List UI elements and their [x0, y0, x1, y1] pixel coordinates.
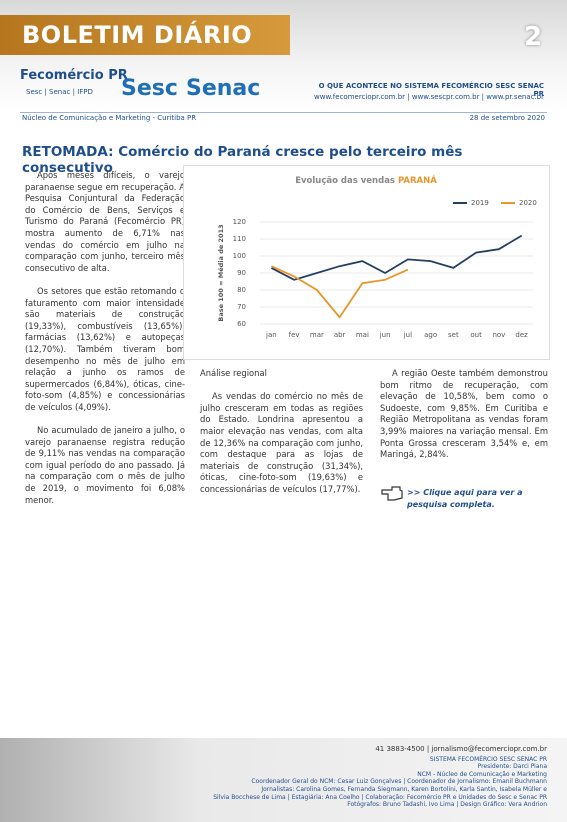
section-heading: Análise regional: [200, 368, 267, 378]
x-tick-label: dez: [515, 331, 528, 339]
paragraph: Os setores que estão retomando o faturam…: [25, 285, 185, 412]
hand-icon: [381, 486, 403, 501]
legend-label: 2020: [519, 199, 537, 207]
x-tick-label: jun: [379, 331, 391, 339]
headline: RETOMADA: Comércio do Paraná cresce pelo…: [22, 144, 463, 176]
y-axis-label: Base 100 = Média de 2013: [217, 224, 225, 321]
chart: Evolução das vendas PARANÁ Base 100 = Mé…: [183, 165, 550, 360]
x-tick-label: nov: [492, 331, 505, 339]
date: 28 de setembro 2020: [469, 114, 545, 122]
y-tick-label: 60: [237, 320, 246, 328]
x-tick-label: jul: [403, 331, 412, 339]
footer-line: Coordenador Geral do NCM: Cesar Luiz Gon…: [251, 778, 547, 786]
x-tick-label: out: [470, 331, 482, 339]
newsletter-title: BOLETIM DIÁRIO: [22, 21, 253, 49]
department: Núcleo de Comunicação e Marketing - Curi…: [22, 114, 197, 122]
column: Análise regional As vendas do comércio n…: [200, 368, 363, 507]
series-line: [271, 265, 409, 319]
footer-line: Fotógrafos: Bruno Tadashi, Ivo Lima | De…: [347, 801, 547, 809]
sites: www.fecomerciopr.com.br | www.sescpr.com…: [314, 93, 544, 101]
chart-title-highlight: PARANÁ: [398, 174, 437, 186]
paragraph: A região Oeste também demonstrou bom rit…: [380, 368, 548, 460]
x-tick-label: mar: [310, 331, 324, 339]
page-number: 2: [524, 22, 543, 52]
footer-line: Presidente: Darci Piana: [477, 763, 547, 771]
divider: [20, 112, 547, 113]
title-band: [0, 15, 290, 55]
y-tick-label: 100: [233, 252, 246, 260]
column: A região Oeste também demonstrou bom rit…: [380, 368, 548, 472]
logo: Sesc: [121, 76, 178, 101]
footer-line: 41 3883-4500 | jornalismo@fecomerciopr.c…: [375, 745, 547, 753]
logo-sub: Sesc | Senac | IFPD: [26, 88, 93, 96]
paragraph: As vendas do comércio no mês de julho cr…: [200, 391, 363, 494]
footer: 41 3883-4500 | jornalismo@fecomerciopr.c…: [200, 745, 547, 809]
footer-line: SISTEMA FECOMÉRCIO SESC SENAC PR: [429, 755, 547, 763]
x-tick-label: fev: [289, 331, 300, 339]
column: Após meses difíceis, o varejo paranaense…: [25, 170, 185, 518]
paragraph: Após meses difíceis, o varejo paranaense…: [25, 170, 185, 273]
footer-background: [0, 738, 567, 822]
y-tick-label: 120: [233, 218, 246, 226]
x-tick-label: set: [448, 331, 459, 339]
x-tick-label: jan: [265, 331, 277, 339]
y-tick-label: 90: [237, 269, 246, 277]
series-line: [270, 234, 523, 281]
chart-title-text: Evolução das vendas: [295, 176, 395, 186]
report-link[interactable]: >> Clique aqui para ver a pesquisa compl…: [407, 488, 523, 509]
tagline: O QUE ACONTECE NO SISTEMA FECOMÉRCIO SES…: [318, 82, 544, 98]
logo: Senac: [186, 76, 261, 101]
footer-line: Silvia Bocchese de Lima | Estagiária: An…: [213, 793, 547, 801]
x-tick-label: mai: [356, 331, 369, 339]
x-tick-label: ago: [424, 331, 437, 339]
footer-line: Jornalistas: Carolina Gomes, Fernanda Si…: [261, 785, 547, 793]
y-tick-label: 70: [237, 303, 246, 311]
paragraph: No acumulado de janeiro a julho, o varej…: [25, 425, 185, 505]
y-tick-label: 110: [233, 235, 246, 243]
footer-line: NCM - Núcleo de Comunicação e Marketing: [417, 770, 547, 778]
logo: Fecomércio PR: [20, 68, 128, 83]
y-tick-label: 80: [237, 286, 246, 294]
legend-label: 2019: [471, 199, 489, 207]
x-tick-label: abr: [334, 331, 346, 339]
chart-title: Evolução das vendas PARANÁ: [295, 174, 437, 186]
